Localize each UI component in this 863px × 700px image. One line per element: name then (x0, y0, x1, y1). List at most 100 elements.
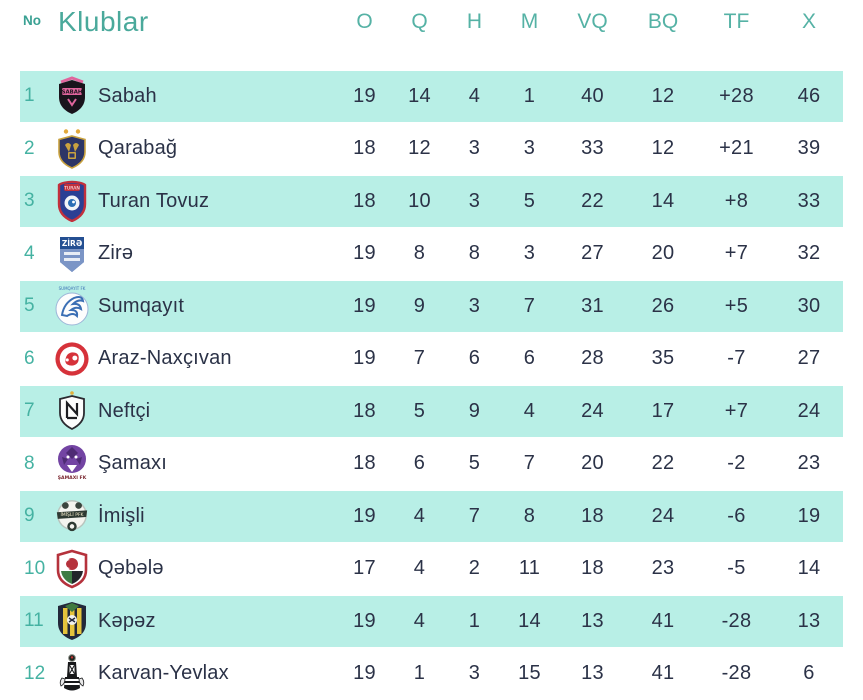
stat-h: 5 (468, 452, 481, 475)
table-row-k-p-z[interactable]: 11 Kəpəz 19 4 1 14 13 41 -28 13 (20, 595, 843, 648)
column-header-vq: VQ (577, 10, 608, 33)
club-name: Araz-Naxçıvan (98, 347, 232, 370)
svg-text:TURAN: TURAN (63, 186, 80, 192)
stat-bq: 20 (651, 242, 675, 265)
stat-x: 32 (797, 242, 821, 265)
stat-h: 9 (468, 399, 481, 422)
stat-m: 6 (523, 347, 536, 370)
table-row-karvan-yevlax[interactable]: 12 Karvan-Yevlax 19 1 3 15 13 41 -28 6 (20, 648, 843, 700)
stat-bq: 35 (651, 347, 675, 370)
stat-q: 4 (413, 557, 426, 580)
table-row-sabah[interactable]: 1 SABAH Sabah 19 14 4 1 40 12 +28 46 (20, 70, 843, 123)
stat-bq: 41 (651, 609, 675, 632)
stat-m: 14 (518, 609, 541, 632)
table-row-qaraba-[interactable]: 2 Qarabağ 18 12 3 3 33 12 +21 39 (20, 123, 843, 176)
svg-text:İMİŞLİ PFK: İMİŞLİ PFK (60, 511, 84, 518)
table-body: 1 SABAH Sabah 19 14 4 1 40 12 +28 46 2 Qarabağ … (20, 70, 843, 700)
rank-cell: 3 (24, 190, 35, 212)
stat-tf: -28 (721, 662, 752, 685)
sumqayit-logo: SUMQAYIT FK (54, 285, 90, 327)
stat-bq: 12 (651, 84, 675, 107)
stat-o: 19 (353, 504, 376, 527)
stat-o: 18 (353, 137, 376, 160)
table-row-sumqay-t[interactable]: 5 SUMQAYIT FK Sumqayıt 19 9 3 7 31 26 +5 30 (20, 280, 843, 333)
stat-tf: -28 (721, 609, 752, 632)
stat-x: 46 (797, 84, 821, 107)
rank-cell: 1 (24, 85, 35, 107)
stat-x: 19 (797, 504, 821, 527)
rank-cell: 9 (24, 505, 35, 527)
table-row-q-b-l-[interactable]: 10 Qəbələ 17 4 2 11 18 23 -5 14 (20, 543, 843, 596)
stat-x: 23 (797, 452, 821, 475)
stat-m: 3 (523, 242, 536, 265)
stat-tf: +21 (719, 137, 754, 160)
stat-x: 33 (797, 189, 821, 212)
stat-bq: 26 (651, 294, 675, 317)
stat-q: 1 (413, 662, 426, 685)
stat-h: 7 (468, 504, 481, 527)
stat-x: 6 (803, 662, 815, 685)
club-cell: ZİRƏ Zirə (54, 233, 337, 275)
stat-tf: -2 (727, 452, 746, 475)
stat-x: 30 (797, 294, 821, 317)
rank-cell: 5 (24, 295, 35, 317)
column-header-o: O (356, 10, 373, 33)
stat-m: 8 (523, 504, 536, 527)
zira-logo: ZİRƏ (54, 233, 90, 275)
stat-h: 1 (468, 609, 481, 632)
table-row-neft-i[interactable]: 7 Neftçi 18 5 9 4 24 17 +7 24 (20, 385, 843, 438)
table-row-araz-nax-van[interactable]: 6 Araz-Naxçıvan 19 7 6 6 28 35 -7 27 (20, 333, 843, 386)
qabala-logo (54, 548, 90, 590)
stat-vq: 28 (581, 347, 604, 370)
stat-q: 4 (413, 504, 426, 527)
club-name: Şamaxı (98, 452, 168, 475)
stat-h: 8 (468, 242, 481, 265)
column-header-m: M (520, 10, 539, 33)
stat-tf: +8 (724, 189, 749, 212)
turan-tovuz-logo: TURAN (54, 180, 90, 223)
stat-o: 19 (353, 609, 376, 632)
stat-x: 39 (797, 137, 821, 160)
club-cell: Neftçi (54, 390, 337, 432)
table-row-turan-tovuz[interactable]: 3 TURAN Turan Tovuz 18 10 3 5 22 14 +8 33 (20, 175, 843, 228)
stat-vq: 20 (581, 452, 604, 475)
svg-text:SABAH: SABAH (62, 90, 83, 96)
stat-h: 3 (468, 294, 481, 317)
stat-q: 5 (413, 399, 426, 422)
stat-x: 13 (797, 609, 821, 632)
club-cell: Qəbələ (54, 548, 337, 590)
league-standings-table: No Klublar O Q H M VQ BQ TF X 1 SABAH Sa… (20, 0, 843, 700)
stat-x: 24 (797, 399, 821, 422)
rank-cell: 11 (24, 610, 44, 632)
rank-cell: 6 (24, 347, 35, 369)
club-cell: ŞAMAXI FK Şamaxı (54, 443, 337, 485)
stat-m: 15 (518, 662, 541, 685)
table-row-i-mi-li[interactable]: 9 İMİŞLİ PFK İmişli 19 4 7 8 18 24 -6 19 (20, 490, 843, 543)
club-cell: SABAH Sabah (54, 75, 337, 117)
stat-tf: +7 (724, 399, 749, 422)
stat-vq: 31 (581, 294, 604, 317)
stat-bq: 17 (651, 399, 675, 422)
rank-cell: 4 (24, 242, 35, 264)
table-row-zir-[interactable]: 4 ZİRƏ Zirə 19 8 8 3 27 20 +7 32 (20, 228, 843, 281)
stat-m: 3 (523, 137, 536, 160)
sabah-logo: SABAH (54, 75, 90, 117)
stat-h: 3 (468, 137, 481, 160)
column-header-x: X (801, 10, 816, 33)
club-name: İmişli (98, 504, 145, 527)
stat-tf: -7 (727, 347, 746, 370)
stat-m: 7 (523, 294, 536, 317)
table-row--amax-[interactable]: 8 ŞAMAXI FK Şamaxı 18 6 5 7 20 22 -2 23 (20, 438, 843, 491)
stat-x: 14 (797, 557, 821, 580)
stat-m: 5 (523, 189, 536, 212)
table-header-row: No Klublar O Q H M VQ BQ TF X (20, 0, 843, 70)
stat-vq: 18 (581, 504, 604, 527)
club-cell: İMİŞLİ PFK İmişli (54, 495, 337, 537)
svg-text:SUMQAYIT FK: SUMQAYIT FK (59, 286, 86, 291)
stat-o: 19 (353, 84, 376, 107)
stat-tf: +28 (719, 84, 754, 107)
club-name: Sabah (98, 84, 157, 107)
club-name: Qəbələ (98, 557, 164, 580)
stat-o: 19 (353, 294, 376, 317)
stat-o: 18 (353, 189, 376, 212)
